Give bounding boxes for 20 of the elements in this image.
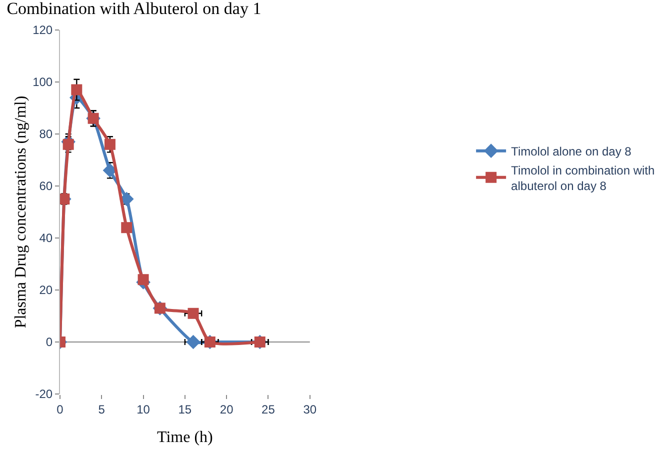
y-tick-label: 20 [39,283,53,298]
y-tick-label: 120 [32,23,53,38]
x-tick-label: 10 [136,402,150,416]
x-tick-label: 20 [220,402,234,416]
y-axis-title: Plasma Drug concentrations (ng/ml) [12,96,30,328]
y-tick-label: 100 [32,75,53,90]
y-tick-label: 40 [39,231,53,246]
legend-label: Timolol alone on day 8 [511,144,632,158]
x-tick-label: 15 [178,402,192,416]
chart-title: Combination with Albuterol on day 1 [6,0,262,18]
x-axis-title: Time (h) [157,429,213,446]
y-tick-label: 0 [46,335,53,350]
legend-label: Timolol in combination with albuterol on day 8 [511,163,655,193]
y-tick-label: 60 [39,179,53,194]
x-tick-label: 0 [56,402,64,416]
y-tick-label: 80 [39,127,53,142]
x-tick-label: 30 [303,402,317,416]
y-tick-label: -20 [35,387,53,402]
x-tick-label: 25 [262,402,276,416]
x-tick-label: 5 [98,402,106,416]
